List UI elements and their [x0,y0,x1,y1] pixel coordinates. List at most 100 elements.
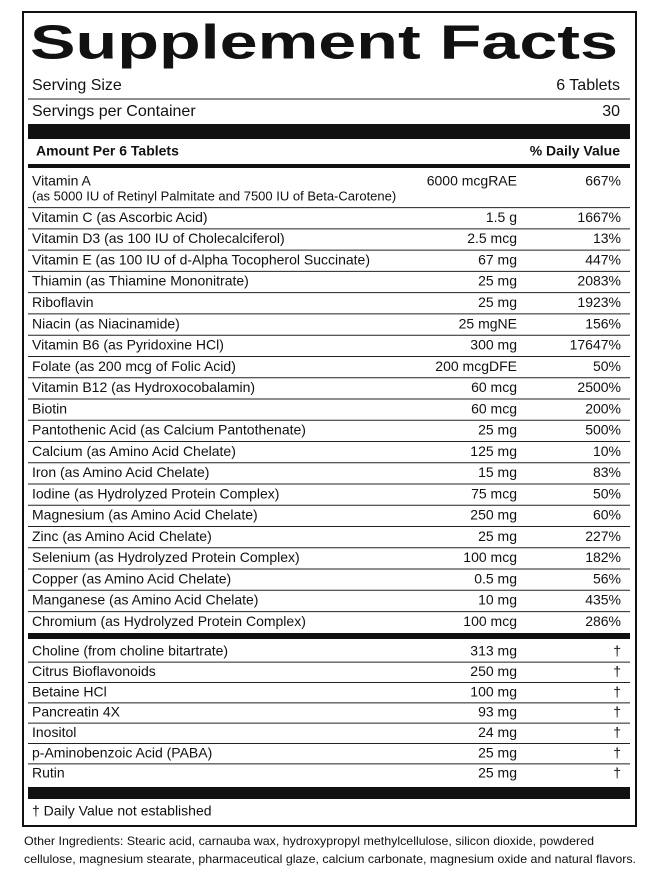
nutrient-amount: 93 mg [478,704,517,720]
nutrient-note: (as 5000 IU of Retinyl Palmitate and 750… [32,188,396,203]
nutrient-dv: 83% [593,464,621,480]
nutrient-amount: 250 mg [470,507,517,523]
nutrient-name: Magnesium (as Amino Acid Chelate) [32,507,258,523]
nutrient-name: Vitamin B12 (as Hydroxocobalamin) [32,379,255,395]
nutrient-amount: 60 mcg [471,379,517,395]
nutrient-name: Manganese (as Amino Acid Chelate) [32,592,258,608]
label-title: Supplement Facts [30,17,618,70]
nutrient-name: Vitamin D3 (as 100 IU of Cholecalciferol… [32,230,285,246]
nutrient-amount: 10 mg [478,592,517,608]
thick-bar [28,787,630,799]
nutrient-amount: 100 mcg [463,549,517,565]
nutrient-name: Inositol [32,724,76,740]
nutrient-dv: 286% [585,613,621,629]
nutrient-amount: 25 mgNE [459,315,517,331]
nutrient-name: Iodine (as Hydrolyzed Protein Complex) [32,485,279,501]
other-ingredients: cellulose, magnesium stearate, pharmaceu… [24,852,636,866]
nutrient-dv: † [613,744,621,760]
nutrient-name: Selenium (as Hydrolyzed Protein Complex) [32,549,300,565]
nutrient-dv: 60% [593,507,621,523]
nutrient-name: Citrus Bioflavonoids [32,663,156,679]
medium-bar [28,164,630,168]
nutrient-dv: 56% [593,570,621,586]
footnote: † Daily Value not established [32,803,212,819]
nutrient-amount: 0.5 mg [474,570,517,586]
nutrient-dv: 13% [593,230,621,246]
nutrient-amount: 1.5 g [486,209,517,225]
nutrient-dv: 2500% [577,379,621,395]
nutrient-amount: 100 mcg [463,613,517,629]
serving-size-value: 6 Tablets [556,77,620,94]
nutrient-name: Iron (as Amino Acid Chelate) [32,464,209,480]
nutrient-dv: 227% [585,528,621,544]
nutrient-name: Chromium (as Hydrolyzed Protein Complex) [32,613,306,629]
nutrient-name: Biotin [32,400,67,416]
servings-label: Servings per Container [32,103,196,120]
nutrient-amount: 25 mg [478,528,517,544]
nutrient-amount: 300 mg [470,337,517,353]
nutrient-amount: 25 mg [478,765,517,781]
nutrient-amount: 25 mg [478,273,517,289]
nutrient-name: Betaine HCl [32,683,107,699]
nutrient-amount: 25 mg [478,422,517,438]
nutrient-amount: 125 mg [470,443,517,459]
nutrient-dv: 50% [593,358,621,374]
nutrient-name: Calcium (as Amino Acid Chelate) [32,443,236,459]
nutrient-name: Vitamin C (as Ascorbic Acid) [32,209,208,225]
nutrient-amount: 200 mcgDFE [435,358,517,374]
nutrient-dv: † [613,663,621,679]
nutrient-dv: 17647% [570,337,621,353]
servings-value: 30 [602,103,620,120]
nutrient-amount: 25 mg [478,744,517,760]
column-header: % Daily Value [530,143,620,159]
column-header: Amount Per 6 Tablets [36,143,179,159]
nutrient-name: Rutin [32,765,65,781]
nutrient-amount: 2.5 mcg [467,230,517,246]
nutrient-amount: 100 mg [470,683,517,699]
medium-bar [28,633,630,639]
nutrient-dv: 156% [585,315,621,331]
nutrient-amount: 6000 mcgRAE [427,173,517,189]
nutrient-name: Niacin (as Niacinamide) [32,315,180,331]
other-ingredients: Other Ingredients: Stearic acid, carnaub… [24,834,594,848]
nutrient-dv: 435% [585,592,621,608]
nutrient-amount: 313 mg [470,643,517,659]
nutrient-dv: † [613,724,621,740]
nutrient-name: Vitamin E (as 100 IU of d-Alpha Tocopher… [32,251,370,267]
nutrient-dv: 500% [585,422,621,438]
nutrient-dv: 50% [593,485,621,501]
nutrient-name: Thiamin (as Thiamine Mononitrate) [32,273,249,289]
nutrient-name: Copper (as Amino Acid Chelate) [32,570,231,586]
nutrient-amount: 75 mcg [471,485,517,501]
nutrient-amount: 15 mg [478,464,517,480]
nutrient-dv: † [613,683,621,699]
nutrient-amount: 67 mg [478,251,517,267]
nutrient-amount: 250 mg [470,663,517,679]
nutrient-dv: 2083% [577,273,621,289]
nutrient-dv: 1923% [577,294,621,310]
nutrient-name: Choline (from choline bitartrate) [32,643,228,659]
nutrient-name: Pantothenic Acid (as Calcium Pantothenat… [32,422,306,438]
nutrient-amount: 60 mcg [471,400,517,416]
nutrient-dv: † [613,704,621,720]
nutrient-amount: 25 mg [478,294,517,310]
nutrient-name: p-Aminobenzoic Acid (PABA) [32,744,212,760]
nutrient-name: Vitamin A [32,173,92,189]
nutrient-dv: 1667% [577,209,621,225]
nutrient-rows: Vitamin A 6000 mcgRAE 667% (as 5000 IU of R… [28,173,630,781]
nutrient-name: Vitamin B6 (as Pyridoxine HCl) [32,337,224,353]
nutrient-dv: † [613,643,621,659]
serving-size-label: Serving Size [32,77,122,94]
nutrient-amount: 24 mg [478,724,517,740]
nutrient-dv: 10% [593,443,621,459]
nutrient-name: Riboflavin [32,294,93,310]
nutrient-name: Pancreatin 4X [32,704,121,720]
nutrient-name: Folate (as 200 mcg of Folic Acid) [32,358,236,374]
nutrient-name: Zinc (as Amino Acid Chelate) [32,528,212,544]
nutrient-dv: 447% [585,251,621,267]
nutrient-dv: 182% [585,549,621,565]
thick-bar [28,124,630,139]
label-border [22,11,637,827]
nutrient-dv: † [613,765,621,781]
